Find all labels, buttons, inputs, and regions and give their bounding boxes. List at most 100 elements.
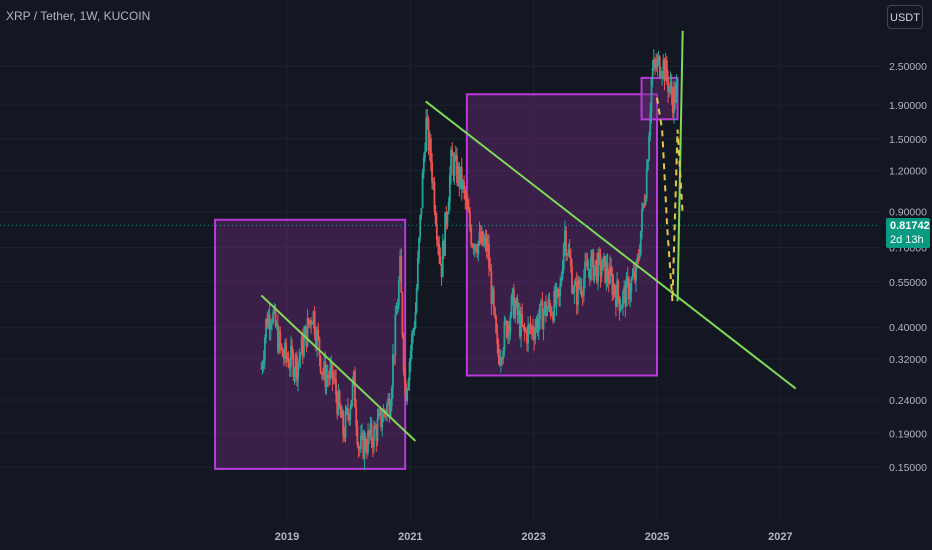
candle-body: [483, 241, 486, 246]
candle-body: [322, 372, 324, 375]
candle-body: [437, 239, 439, 244]
candle-body: [560, 277, 563, 285]
candle-body: [463, 181, 465, 190]
candle-body: [297, 362, 299, 380]
candle-body: [443, 241, 445, 256]
candle-body: [494, 307, 496, 317]
candle-body: [507, 323, 509, 338]
candle-body: [275, 324, 278, 326]
candle-body: [343, 434, 346, 439]
candle-body: [394, 314, 397, 356]
candle-body: [503, 321, 506, 351]
candle-body: [348, 414, 350, 420]
candle-body: [652, 59, 655, 69]
candle-body: [581, 293, 584, 296]
candle-body: [578, 279, 581, 289]
candle-body: [382, 410, 385, 422]
candle-body: [408, 361, 411, 382]
candle-body: [543, 302, 546, 312]
candle-body: [416, 258, 419, 289]
candle-body: [509, 316, 512, 333]
currency-button[interactable]: USDT: [887, 5, 923, 29]
candle-body: [364, 436, 367, 450]
candle-body: [280, 344, 283, 349]
candle-body: [291, 345, 294, 354]
candle-body: [673, 86, 675, 114]
candle-body: [475, 244, 477, 251]
candle-body: [540, 300, 543, 304]
candle-body: [559, 284, 562, 297]
candle-body: [633, 270, 636, 281]
candle-body: [587, 269, 590, 271]
candle-body: [501, 359, 503, 361]
candle-body: [299, 353, 302, 359]
candle-body: [541, 300, 544, 330]
candle-body: [411, 334, 413, 351]
candle-body: [577, 279, 579, 305]
y-tick-label: 1.90000: [889, 100, 927, 112]
candle-body: [433, 181, 436, 211]
price-axis[interactable]: 2.500001.900001.500001.200000.900000.700…: [889, 61, 927, 474]
candle-body: [631, 276, 634, 280]
candle-body: [661, 73, 664, 77]
candle-body: [467, 208, 470, 213]
candle-body: [637, 258, 640, 260]
candle-body: [282, 356, 285, 359]
candle-body: [288, 366, 291, 368]
candle-body: [603, 255, 605, 259]
bar-countdown: 2d 13h: [890, 234, 924, 246]
candle-body: [565, 230, 567, 256]
trendline: [425, 100, 797, 390]
candle-body: [432, 181, 435, 183]
candle-body: [363, 436, 366, 459]
candle-body: [341, 411, 343, 418]
candle-body: [349, 408, 352, 420]
time-axis[interactable]: 2019 2021 2023 2025 2027: [275, 531, 793, 543]
candle-body: [444, 212, 447, 256]
candle-body: [485, 237, 488, 252]
candle-body: [656, 59, 659, 68]
candle-body: [586, 263, 589, 270]
candle-body: [448, 174, 451, 203]
candle-body: [268, 314, 271, 330]
candle-body: [553, 290, 556, 321]
candle-body: [630, 279, 633, 293]
candle-body: [505, 321, 508, 338]
candle-body: [568, 249, 571, 258]
candle-body: [480, 231, 483, 244]
candle-body: [439, 256, 442, 265]
candle-body: [555, 288, 558, 305]
candle-body: [662, 59, 665, 74]
candle-body: [388, 398, 391, 418]
candle-body: [620, 306, 623, 309]
candle-body: [397, 280, 400, 306]
candle-body: [435, 223, 438, 240]
candle-body: [478, 232, 481, 242]
candle-body: [537, 319, 540, 332]
candle-body: [329, 367, 331, 379]
y-tick-label: 0.15000: [889, 462, 927, 474]
candle-body: [342, 411, 345, 435]
candle-body: [378, 409, 381, 413]
candle-body: [260, 368, 263, 370]
candle-body: [273, 307, 276, 312]
candle-body: [284, 342, 286, 359]
candle-body: [596, 260, 598, 282]
candle-body: [548, 299, 551, 306]
candle-body: [531, 326, 534, 335]
candle-body: [655, 63, 658, 68]
candle-body: [294, 355, 297, 372]
candle-body: [414, 311, 417, 328]
candle-body: [358, 448, 361, 450]
candle-body: [431, 161, 433, 183]
candle-body: [292, 353, 295, 378]
candle-body: [597, 252, 600, 282]
y-tick-label: 2.50000: [889, 61, 927, 73]
candle-body: [484, 237, 487, 242]
candle-body: [623, 286, 626, 293]
candle-body: [447, 202, 450, 215]
candle-body: [317, 329, 320, 338]
candle-body: [593, 265, 596, 280]
candle-body: [657, 56, 660, 60]
